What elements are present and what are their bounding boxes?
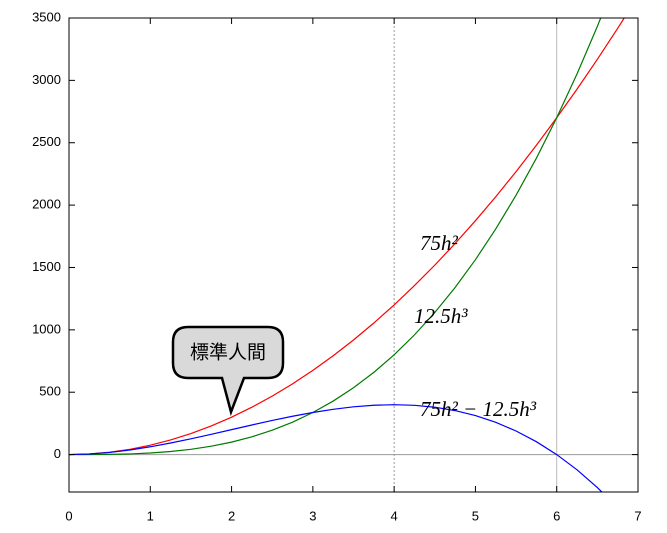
y-tick-label: 2500 — [32, 134, 61, 149]
plot-frame — [68, 17, 639, 493]
x-tick-label: 6 — [553, 508, 560, 523]
x-tick-label: 7 — [634, 508, 641, 523]
x-tick-label: 5 — [472, 508, 479, 523]
series-line — [69, 404, 603, 492]
y-tick-label: 1500 — [32, 259, 61, 274]
series-label: 12.5h³ — [414, 304, 468, 328]
y-tick-label: 3500 — [32, 9, 61, 24]
x-tick-label: 1 — [147, 508, 154, 523]
y-tick-label: 0 — [54, 446, 61, 461]
callout-text: 標準人間 — [190, 342, 266, 364]
series-line — [69, 18, 625, 456]
callout-bubble — [171, 325, 285, 417]
y-tick-label: 500 — [39, 384, 61, 399]
y-tick-label: 1000 — [32, 321, 61, 336]
series-label: 75h² — [420, 231, 459, 255]
y-tick-label: 2000 — [32, 197, 61, 212]
series-label: 75h² − 12.5h³ — [420, 397, 537, 421]
x-tick-label: 3 — [309, 508, 316, 523]
series-line — [69, 18, 602, 456]
x-tick-label: 4 — [391, 508, 398, 523]
x-tick-label: 2 — [228, 508, 235, 523]
y-tick-label: 3000 — [32, 72, 61, 87]
x-tick-label: 0 — [65, 508, 72, 523]
